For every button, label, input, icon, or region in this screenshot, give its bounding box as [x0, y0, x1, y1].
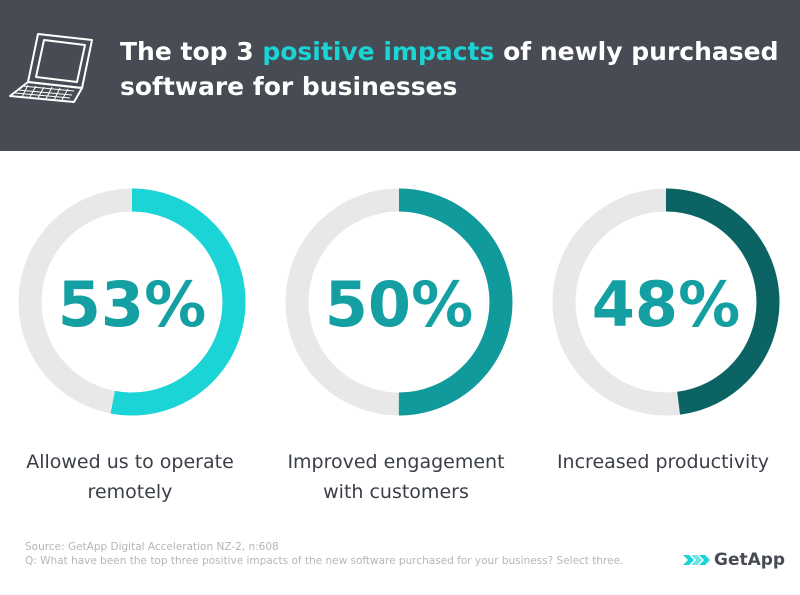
source-note: Source: GetApp Digital Acceleration NZ-2…: [25, 541, 279, 553]
donut-value-3: 48%: [592, 268, 740, 341]
getapp-logo: GetApp: [683, 547, 785, 573]
header-banner: The top 3 positive impacts of newly purc…: [0, 0, 800, 151]
donut-label-1: Allowed us to operate remotely: [26, 451, 234, 503]
donut-svg: 53% 50% 48%: [18, 188, 780, 416]
getapp-chevron-icon: [683, 555, 710, 565]
donut-value-2: 50%: [325, 268, 473, 341]
donut-arc-2: [285, 188, 513, 416]
donut-charts: 53% 50% 48% Allowed us to operate remotely…: [0, 151, 800, 531]
title-highlight: positive impacts: [262, 37, 495, 66]
donut-label-2: Improved engagement with customers: [287, 451, 505, 503]
donut-label-3: Increased productivity: [556, 451, 770, 473]
getapp-logo-text: GetApp: [714, 550, 786, 570]
donut-arc-3: [552, 188, 780, 416]
donut-arc-1: [18, 188, 246, 416]
question-note: Q: What have been the top three positive…: [25, 555, 624, 567]
donut-value-1: 53%: [58, 268, 206, 341]
chart-title: The top 3 positive impacts of newly purc…: [120, 37, 779, 101]
laptop-icon: [9, 33, 93, 103]
footer-notes: Source: GetApp Digital Acceleration NZ-2…: [25, 540, 625, 568]
